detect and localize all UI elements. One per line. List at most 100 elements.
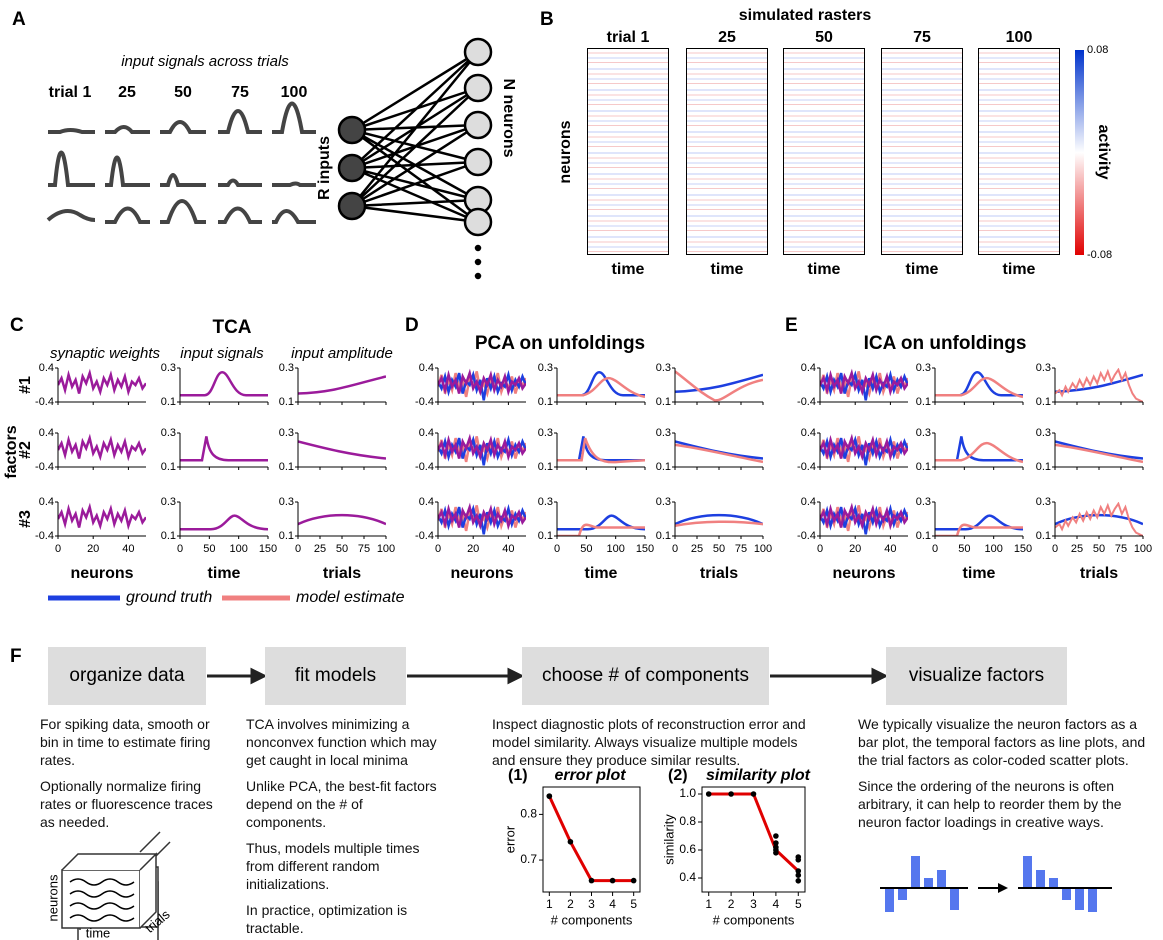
y-tick-label: 0.4 [419,496,434,508]
y-tick-label: 0.1 [656,461,671,473]
y-tick-label: 0.1 [656,530,671,542]
factor-trace [675,443,763,463]
panel-title: input signals across trials [121,53,289,70]
y-tick-label: 0.4 [419,362,434,374]
y-tick-label: 0.3 [916,362,931,374]
axis-spine [297,433,386,468]
paragraph: We typically visualize the neuron factor… [858,716,1146,768]
axis-spine [556,502,645,537]
y-tick-label: 0.4 [39,362,54,374]
y-tick-label: 0.1 [538,530,553,542]
y-tick-label: 0.7 [520,852,537,866]
y-tick-label: 0.4 [801,496,816,508]
colorbar [1075,50,1084,255]
x-tick-label: 20 [849,543,861,555]
y-tick-label: 0.1 [279,530,294,542]
column-title: input amplitude [291,345,393,362]
panel-title: simulated rasters [739,7,872,24]
y-tick-label: 0.3 [656,427,671,439]
y-tick-label: 0.1 [538,396,553,408]
trial-label: 75 [231,84,249,101]
line [708,792,800,873]
y-tick-label: 0.1 [161,396,176,408]
axis-spine [934,502,1023,537]
data-cube [61,831,171,940]
paragraph: TCA involves minimizing a nonconvex func… [246,716,437,768]
legend-label: ground truth [126,589,212,606]
trial-label: 100 [281,84,308,101]
y-tick-label: 0.3 [1036,427,1051,439]
cube-label: time [86,925,111,940]
row-label: #2 [17,441,34,459]
y-tick-label: -0.4 [415,396,434,408]
paragraph: Inspect diagnostic plots of reconstructi… [492,716,806,768]
x-tick-label: 75 [1115,543,1127,555]
factor-trace [1055,440,1143,460]
y-tick-label: 0.1 [279,461,294,473]
x-tick-label: 40 [502,543,514,555]
paragraph: Thus, models multiple times from differe… [246,840,420,892]
x-tick-label: 0 [55,543,61,555]
factor-trace [1055,443,1143,463]
axis-spine [179,502,268,537]
axis-spine [297,368,386,403]
y-tick-label: 0.1 [161,530,176,542]
y-tick-label: 1.0 [679,786,696,800]
factor-trace [675,520,763,527]
y-tick-label: 0.8 [520,807,537,821]
point [795,868,802,874]
factor-trace [557,435,645,462]
y-tick-label: -0.4 [35,530,54,542]
point [705,791,712,797]
panel-label: E [785,315,798,336]
paragraph: Unlike PCA, the best-fit factors depend … [246,778,437,830]
y-tick-label: 0.3 [1036,496,1051,508]
x-label: time [585,565,618,582]
x-tick-label: 150 [259,543,277,555]
y-tick-label: 0.3 [279,362,294,374]
line [547,795,634,883]
trial-label: 50 [174,84,192,101]
x-tick-label: 50 [713,543,725,555]
y-tick-label: -0.4 [797,396,816,408]
x-tick-label: 100 [229,543,247,555]
plot-frame [701,786,806,893]
x-tick-label: 3 [588,897,595,911]
network-nodes [337,37,493,280]
x-tick-label: 3 [750,897,757,911]
point [795,872,802,878]
point [795,857,802,863]
inputs-label: R inputs [316,136,333,200]
x-tick-label: 0 [1052,543,1058,555]
row-label: #3 [17,510,34,528]
colorbar-tick: 0.08 [1087,44,1108,56]
factor-trace [180,514,268,531]
x-label: # components [713,912,795,927]
x-label: neurons [450,565,513,582]
y-tick-label: 0.3 [161,496,176,508]
y-tick-label: 0.8 [679,814,696,828]
factor-trace [298,514,386,526]
y-tick-label: 0.1 [161,461,176,473]
plot-title: similarity plot [706,767,811,784]
y-tick-label: -0.4 [797,530,816,542]
neurons-label: N neurons [500,78,517,157]
y-tick-label: 0.1 [1036,530,1051,542]
x-label: neurons [70,565,133,582]
column-title: synaptic weights [50,345,161,362]
trial-label: 100 [1006,29,1033,46]
x-label: time [808,261,841,278]
x-label: time [963,565,996,582]
paragraph: In practice, optimization is tractable. [246,902,408,936]
point [546,793,553,799]
x-tick-label: 50 [336,543,348,555]
point [750,791,757,797]
y-tick-label: 0.3 [538,362,553,374]
x-label: time [1003,261,1036,278]
x-tick-label: 1 [546,897,553,911]
panel-label: F [10,646,22,667]
step-box: choose # of components [522,647,769,705]
x-label: time [612,261,645,278]
y-tick-label: 0.1 [279,396,294,408]
paragraph: Since the ordering of the neurons is oft… [858,778,1122,830]
